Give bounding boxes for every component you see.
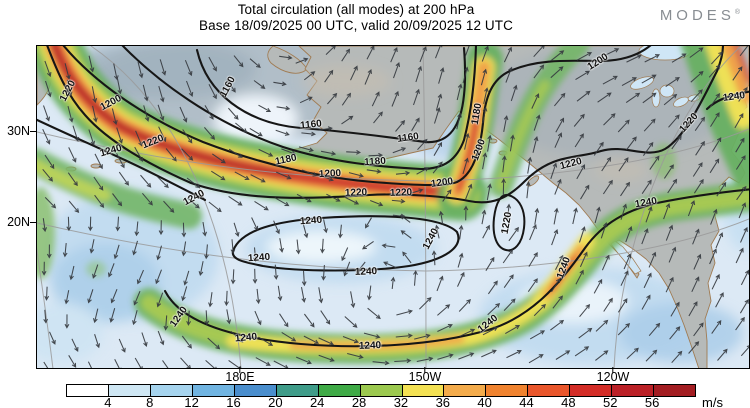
colorbar-cell	[528, 385, 571, 396]
colorbar-cell	[192, 385, 235, 396]
colorbar-tick: 12	[184, 395, 199, 408]
contour-1220-low	[492, 193, 526, 252]
colorbar-tick: 24	[309, 395, 325, 408]
colorbar-cell	[318, 385, 361, 396]
registered-mark: ®	[734, 9, 740, 16]
contour-1240-ne	[705, 90, 749, 111]
contour-1240	[37, 118, 207, 202]
contour-lines	[37, 46, 749, 348]
contour-1160	[195, 46, 467, 144]
contour-1180	[121, 46, 478, 171]
colorbar-tick: 40	[477, 395, 492, 408]
colorbar-cell	[234, 385, 277, 396]
chart-title-block: Total circulation (all modes) at 200 hPa…	[0, 2, 712, 34]
colorbar-cell	[276, 385, 319, 396]
colorbar-cell	[150, 385, 193, 396]
colorbar-cell	[108, 385, 151, 396]
colorbar-tick: 52	[603, 395, 618, 408]
colorbar-tick: 4	[104, 395, 112, 408]
colorbar-tick: 56	[644, 395, 660, 408]
colorbar	[66, 384, 696, 397]
colorbar-cell	[570, 385, 613, 396]
colorbar-cell	[444, 385, 487, 396]
lon-label-150W: 150W	[408, 370, 442, 384]
colorbar-tick: 28	[351, 395, 367, 408]
lon-label-180E: 180E	[225, 370, 255, 384]
contour-1240-loop	[231, 215, 460, 272]
colorbar-tick: 32	[393, 395, 409, 408]
colorbar-cell	[612, 385, 655, 396]
colorbar-cell	[486, 385, 529, 396]
weather-map-svg	[37, 46, 749, 368]
lon-label-120W: 120W	[596, 370, 630, 384]
wind-vectors	[41, 46, 749, 368]
colorbar-cell	[360, 385, 403, 396]
lon-tick	[424, 367, 426, 373]
colorbar-cell	[654, 385, 696, 396]
colorbar-tick: 36	[435, 395, 451, 408]
chukotka-coast	[267, 46, 308, 74]
colorbar-cell	[402, 385, 445, 396]
chart-subtitle: Base 18/09/2025 00 UTC, valid 20/09/2025…	[199, 18, 513, 33]
lat-tick	[30, 222, 36, 224]
colorbar-tick: 48	[561, 395, 576, 408]
modes-logo: MODES®	[659, 7, 740, 24]
contour-1220	[46, 46, 725, 204]
lat-label-30N: 30N	[7, 124, 30, 138]
chart-title: Total circulation (all modes) at 200 hPa	[237, 2, 475, 17]
colorbar-unit: m/s	[702, 395, 723, 408]
colorbar-tick: 8	[146, 395, 154, 408]
colorbar-tick: 16	[226, 395, 241, 408]
colorbar-tick: 20	[268, 395, 283, 408]
lake-michigan	[651, 88, 661, 108]
lon-tick	[612, 367, 614, 373]
lake-huron	[659, 84, 675, 98]
lat-tick	[30, 131, 36, 133]
colorbar-cell	[67, 385, 109, 396]
lat-label-20N: 20N	[7, 215, 30, 229]
map-canvas: 1220 1200 1220 1240 1240 1160 1160 1160 1180 1180…	[36, 45, 750, 369]
colorbar-tick: 44	[519, 395, 534, 408]
contour-1200	[62, 46, 652, 187]
lon-tick	[239, 367, 241, 373]
